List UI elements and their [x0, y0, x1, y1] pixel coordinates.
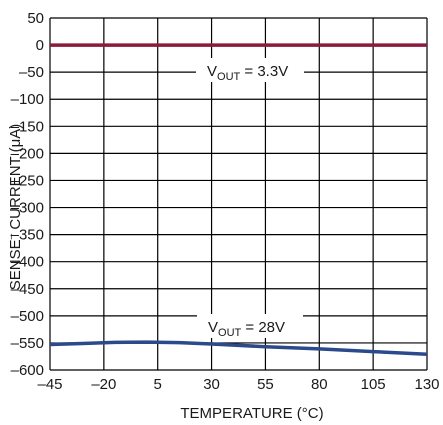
x-tick-label: 105 [361, 376, 386, 393]
x-tick-label: 130 [414, 376, 439, 393]
x-tick-label: 5 [154, 376, 162, 393]
y-tick-label: –50 [19, 64, 44, 81]
y-tick-label: –100 [11, 91, 44, 108]
y-tick-label: –450 [11, 281, 44, 298]
y-tick-label: 50 [27, 10, 44, 27]
x-tick-label: 55 [257, 376, 274, 393]
annotation-bg-3v3 [196, 58, 304, 82]
x-tick-label: –20 [91, 376, 116, 393]
x-tick-labels: –45 –20 5 30 55 80 105 130 [37, 376, 439, 393]
y-tick-label: –350 [11, 227, 44, 244]
y-tick-label: –200 [11, 145, 44, 162]
series-lines [49, 43, 428, 357]
x-tick-label: –45 [37, 376, 62, 393]
y-tick-label: 0 [36, 37, 44, 54]
x-tick-label: 30 [203, 376, 220, 393]
y-tick-labels: 50 0 –50 –100 –150 –200 –250 –300 –350 –400 –450 –5… [11, 10, 44, 379]
annotation-vout-28v: VOUT = 28V [208, 319, 285, 339]
y-tick-label: –400 [11, 254, 44, 271]
y-tick-label: –550 [11, 335, 44, 352]
annotation-vout-3v3: VOUT = 3.3V [207, 63, 288, 83]
series-line-vout-28v [49, 340, 428, 357]
y-tick-label: –250 [11, 172, 44, 189]
y-tick-label: –300 [11, 200, 44, 217]
annotation-bg-28v [197, 314, 303, 338]
y-tick-label: –500 [11, 308, 44, 325]
grid-lines [49, 17, 428, 371]
x-tick-label: 80 [311, 376, 328, 393]
x-axis-label: TEMPERATURE (°C) [180, 405, 323, 422]
y-tick-label: –600 [11, 362, 44, 379]
y-axis-label: SENSE– CURRENT (μA) [6, 124, 24, 290]
y-tick-label: –150 [11, 118, 44, 135]
